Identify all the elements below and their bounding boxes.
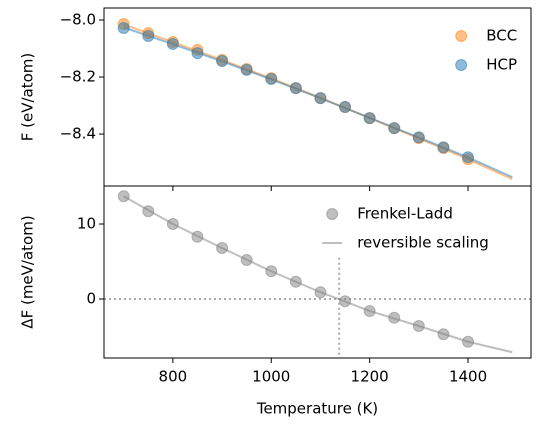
legend-symbol: [326, 208, 339, 220]
x-tick-label: 800: [159, 368, 188, 386]
marker: [363, 112, 376, 125]
series-line: [123, 195, 513, 354]
x-tick-label: 1400: [449, 368, 487, 386]
marker: [437, 141, 450, 154]
y-tick-label: 10: [77, 215, 96, 233]
x-axis-label: Temperature (K): [256, 400, 378, 418]
marker: [265, 73, 278, 86]
marker: [339, 100, 352, 113]
y-tick-label: 0: [86, 289, 96, 307]
legend-symbol: [455, 30, 468, 42]
legend-label: Frenkel-Ladd: [357, 205, 453, 223]
legend-symbol: [455, 59, 468, 71]
plot-frame: [103, 185, 532, 359]
y-tick-label: −8.0: [60, 10, 96, 28]
y-tick-label: −8.2: [60, 68, 96, 86]
marker: [240, 63, 253, 76]
marker: [388, 122, 401, 135]
marker: [142, 29, 155, 42]
y-tick-label: −8.4: [60, 125, 96, 143]
marker: [191, 47, 204, 60]
marker: [166, 37, 179, 50]
legend-label: reversible scaling: [357, 234, 489, 252]
x-tick-label: 1200: [351, 368, 389, 386]
y-axis-label: F (eV/atom): [19, 53, 37, 142]
marker: [289, 82, 302, 95]
y-axis-label: ΔF (meV/atom): [19, 215, 37, 328]
legend-label: BCC: [486, 27, 517, 45]
marker: [216, 55, 229, 68]
marker: [314, 92, 327, 105]
marker: [412, 131, 425, 144]
marker: [117, 21, 130, 34]
marker: [462, 151, 475, 164]
legend-label: HCP: [486, 56, 517, 74]
x-tick-label: 1000: [252, 368, 290, 386]
